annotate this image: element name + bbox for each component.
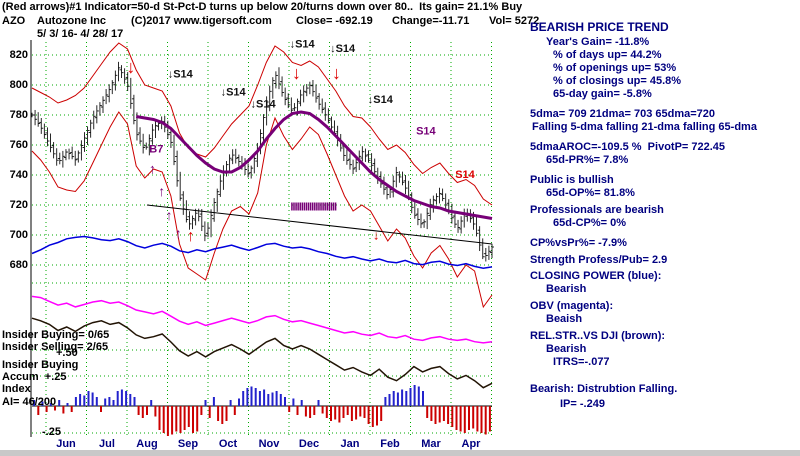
years-gain: Year's Gain= -11.8% xyxy=(546,36,650,48)
y-tick-740: 740 xyxy=(9,169,28,181)
sixtyfive-day-gain: 65-day gain= -5.8% xyxy=(553,88,652,100)
obv-heading: OBV (magenta): xyxy=(530,300,614,312)
ip-value: IP= -.249 xyxy=(560,398,605,410)
month-label-jul: Jul xyxy=(99,438,115,450)
insider-buying-label: Insider Buying= 0/65 xyxy=(2,329,110,341)
insider-buying2-label: Insider Buying xyxy=(2,359,79,371)
plus-50-label: +.50 xyxy=(56,347,78,359)
pct-days-up: % of days up= 44.2% xyxy=(553,49,662,61)
pr-65d: 65d-PR%= 7.8% xyxy=(546,154,629,166)
month-label-jun: Jun xyxy=(56,438,76,450)
pct-closings-up: % of closings up= 45.8% xyxy=(553,75,682,87)
svg-text:S14: S14 xyxy=(455,169,475,181)
accum-label: Accum +.25 xyxy=(2,371,67,383)
month-label-nov: Nov xyxy=(258,438,280,450)
svg-text:↓S14: ↓S14 xyxy=(168,69,194,81)
month-label-feb: Feb xyxy=(380,438,400,450)
svg-text:↓: ↓ xyxy=(373,228,380,243)
cp-vs-pr: CP%vsPr%= -7.9% xyxy=(530,237,627,249)
month-label-jan: Jan xyxy=(340,438,360,450)
month-label-apr: Apr xyxy=(461,438,481,450)
y-tick-700: 700 xyxy=(9,229,28,241)
y-tick-680: 680 xyxy=(9,259,28,271)
ma-direction: Falling 5-dma falling 21-dma falling 65-… xyxy=(532,121,757,133)
op-65d: 65d-OP%= 81.8% xyxy=(546,187,635,199)
month-label-dec: Dec xyxy=(298,438,320,450)
y-tick-780: 780 xyxy=(9,109,28,121)
change-value: Change=-11.71 xyxy=(392,15,470,27)
ticker-symbol: AZO xyxy=(2,15,26,27)
closing-power-heading: CLOSING POWER (blue): xyxy=(530,270,662,282)
cp-65d: 65d-CP%= 0% xyxy=(553,217,627,229)
month-label-sep: Sep xyxy=(177,438,199,450)
price-bands-layer xyxy=(31,42,493,309)
indicator-note: (Red arrows)#1 Indicator=50-d St-Pct-D t… xyxy=(2,1,523,13)
moving-average-layer xyxy=(135,110,493,220)
copyright-link: (C)2017 www.tigersoft.com xyxy=(131,15,272,27)
public-sentiment: Public is bullish xyxy=(530,174,614,186)
svg-text:↑: ↑ xyxy=(175,225,182,241)
svg-text:↓S14: ↓S14 xyxy=(368,94,394,106)
distribution-status: Bearish: Distrubtion Falling. xyxy=(530,383,678,395)
month-label-aug: Aug xyxy=(136,438,158,450)
aroc-pivot: 5dmaAROC=-109.5 % PivotP= 722.45 xyxy=(530,141,726,153)
svg-text:↑: ↑ xyxy=(187,228,195,245)
ai-value-label: AI= 46/200 xyxy=(2,396,57,408)
y-tick-760: 760 xyxy=(9,139,28,151)
accum-index-histogram xyxy=(33,385,491,436)
close-value: Close= -692.19 xyxy=(296,15,373,27)
svg-text:↓S14: ↓S14 xyxy=(290,39,316,51)
pct-openings-up: % of openings up= 53% xyxy=(553,62,677,74)
index-label: Index xyxy=(2,383,31,395)
y-tick-820: 820 xyxy=(9,49,28,61)
y-tick-800: 800 xyxy=(9,79,28,91)
svg-text:↑: ↑ xyxy=(149,161,156,177)
svg-text:↓: ↓ xyxy=(292,63,301,83)
svg-text:↓S14: ↓S14 xyxy=(221,87,247,99)
volume-value: Vol= 5272 xyxy=(489,15,540,27)
svg-text:↓: ↓ xyxy=(332,63,341,83)
date-range: 5/ 3/ 16- 4/ 28/ 17 xyxy=(37,28,124,40)
bottom-scrollbar[interactable] xyxy=(0,450,800,456)
strength-ratio: Strength Profess/Pub= 2.9 xyxy=(530,254,668,266)
month-label-mar: Mar xyxy=(421,438,441,450)
insider-selling-label: Insider Selling= 2/65 xyxy=(2,341,109,353)
price-trend-title: BEARISH PRICE TREND xyxy=(530,20,669,34)
obv-status: Beaish xyxy=(546,313,583,325)
svg-text:↓S14: ↓S14 xyxy=(330,43,356,55)
svg-text:↑: ↑ xyxy=(158,183,165,199)
professional-sentiment: Professionals are bearish xyxy=(530,204,664,216)
itrs-value: ITRS=-.077 xyxy=(553,356,610,368)
y-tick-720: 720 xyxy=(9,199,28,211)
relstr-heading: REL.STR..VS DJI (brown): xyxy=(530,330,666,342)
moving-averages-values: 5dma= 709 21dma= 703 65dma=720 xyxy=(530,108,715,120)
trendline-layer xyxy=(146,204,493,245)
svg-text:↓S14: ↓S14 xyxy=(251,99,277,111)
closing-power-status: Bearish xyxy=(546,283,587,295)
lower-indicators-layer xyxy=(31,235,493,389)
svg-text:↑: ↑ xyxy=(166,207,173,223)
svg-text:S14: S14 xyxy=(416,126,436,138)
minus-25-label: -.25 xyxy=(42,426,61,438)
relstr-status: Bearish xyxy=(546,343,587,355)
svg-text:B7: B7 xyxy=(149,144,163,156)
month-label-oct: Oct xyxy=(218,438,238,450)
company-name: Autozone Inc xyxy=(37,15,107,27)
svg-text:↓: ↓ xyxy=(126,57,135,77)
